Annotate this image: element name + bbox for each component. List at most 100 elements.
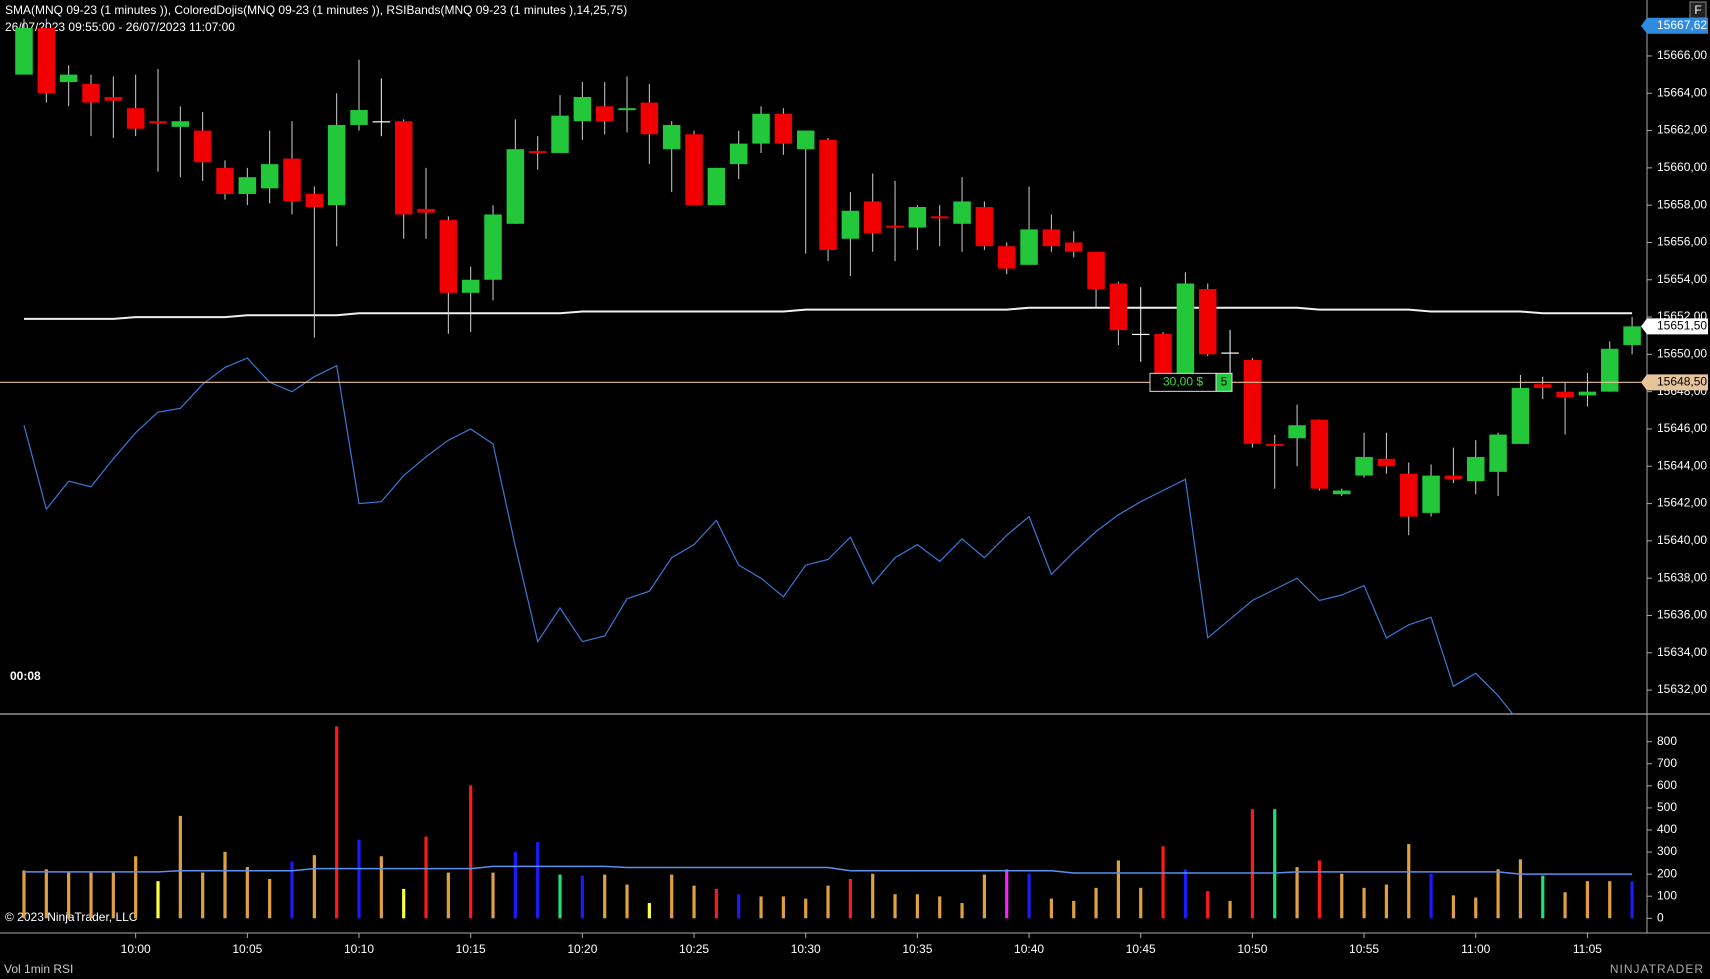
candle-body [82, 83, 100, 103]
candle-body [1399, 473, 1418, 517]
candle-body [193, 130, 212, 163]
candle-body [37, 27, 56, 94]
price-marker-label: 15648,50 [1657, 375, 1707, 389]
volume-bar [1206, 891, 1210, 919]
volume-bar [1250, 809, 1255, 919]
rsi-line [23, 357, 1514, 714]
y-tick-label: 15654,00 [1657, 272, 1707, 286]
volume-bar [379, 856, 383, 919]
candle-body [1578, 391, 1597, 396]
candle-body [1601, 348, 1619, 392]
x-tick-label: 11:00 [1461, 942, 1490, 956]
candle-body [15, 27, 33, 75]
volume-bar [245, 867, 249, 919]
date-range: 26/07/2023 09:55:00 - 26/07/2023 11:07:0… [5, 20, 235, 34]
volume-bar [424, 836, 428, 919]
volume-bar [335, 726, 339, 919]
candle-body [707, 167, 726, 206]
copyright: © 2023 NinjaTrader, LLC [5, 910, 138, 924]
volume-bar [1228, 900, 1232, 919]
order-pnl: 30,00 $ [1163, 375, 1203, 389]
candle-body [1422, 475, 1440, 513]
x-tick-label: 11:05 [1573, 942, 1602, 956]
candle-body [1020, 229, 1038, 265]
volume-bar [268, 878, 272, 919]
candle-body [1355, 456, 1373, 476]
candle-body [1332, 490, 1351, 495]
volume-bar [1295, 867, 1299, 919]
volume-bar [312, 855, 316, 919]
candle-body [439, 220, 458, 293]
volume-bar [201, 872, 205, 919]
x-tick-label: 10:20 [567, 942, 597, 956]
y-tick-label: 15638,00 [1657, 570, 1707, 584]
x-tick-label: 10:15 [456, 942, 486, 956]
candle-body [216, 167, 234, 194]
volume-bar [759, 896, 763, 919]
logo: NINJATRADER [1610, 962, 1704, 976]
x-tick-label: 10:50 [1237, 942, 1267, 956]
panel-label: Vol 1min RSI [4, 962, 73, 976]
volume-bar [1451, 895, 1456, 919]
volume-bar [558, 874, 562, 919]
volume-bar [781, 896, 785, 919]
f-button-label[interactable]: F [1694, 3, 1701, 17]
candle-body [1534, 384, 1552, 388]
candle-body [595, 106, 614, 122]
candle-body [1042, 229, 1061, 247]
volume-bar [536, 841, 540, 919]
candle-body [1288, 425, 1306, 439]
candle-body [149, 121, 167, 124]
doji [1131, 333, 1150, 336]
y-tick-label: 700 [1657, 756, 1677, 770]
bar-timer: 00:08 [10, 669, 41, 683]
candle-body [350, 110, 368, 125]
volume-bar [111, 872, 115, 919]
price-panel [15, 18, 1641, 714]
volume-bar [1072, 900, 1076, 919]
x-tick-label: 10:10 [344, 942, 374, 956]
volume-bar [1496, 869, 1500, 919]
price-marker-label: 15651,50 [1657, 319, 1707, 333]
candle-body [908, 207, 927, 228]
volume-bar [22, 870, 26, 919]
order-qty: 5 [1221, 375, 1228, 389]
y-tick-label: 600 [1657, 778, 1677, 792]
y-tick-label: 15634,00 [1657, 645, 1707, 659]
volume-bar [513, 851, 517, 919]
candle-body [1466, 456, 1485, 482]
volume-bar [580, 875, 584, 919]
volume-bar [603, 874, 607, 919]
candle-body [618, 108, 636, 111]
y-tick-label: 100 [1657, 888, 1677, 902]
volume-bar [1429, 873, 1433, 919]
order-qty-box [1215, 372, 1233, 392]
y-tick-label: 15664,00 [1657, 85, 1707, 99]
volume-bar [871, 873, 875, 919]
volume-bar [1608, 881, 1612, 919]
volume-bar [1317, 860, 1322, 919]
candle-body [506, 149, 525, 224]
volume-bar [1630, 881, 1634, 919]
volume-bar [826, 885, 830, 919]
price-marker [1641, 374, 1708, 391]
price-marker [1641, 17, 1708, 34]
candle-body [819, 139, 837, 250]
volume-bar [1362, 887, 1366, 919]
y-tick-label: 15650,00 [1657, 347, 1707, 361]
candle-body [1109, 283, 1128, 331]
volume-bar [938, 896, 942, 919]
volume-bar [1407, 844, 1411, 919]
volume-bar [290, 861, 294, 919]
x-tick-label: 10:40 [1014, 942, 1044, 956]
volume-bar [848, 878, 852, 919]
x-tick-label: 10:25 [679, 942, 709, 956]
candle-body [662, 124, 681, 150]
volume-bar [1273, 809, 1277, 919]
candle-body [997, 246, 1016, 269]
volume-bar [134, 856, 138, 919]
candle-body [1377, 458, 1396, 467]
y-tick-label: 15644,00 [1657, 458, 1707, 472]
candle-body [126, 108, 145, 129]
x-tick-label: 10:45 [1126, 942, 1156, 956]
